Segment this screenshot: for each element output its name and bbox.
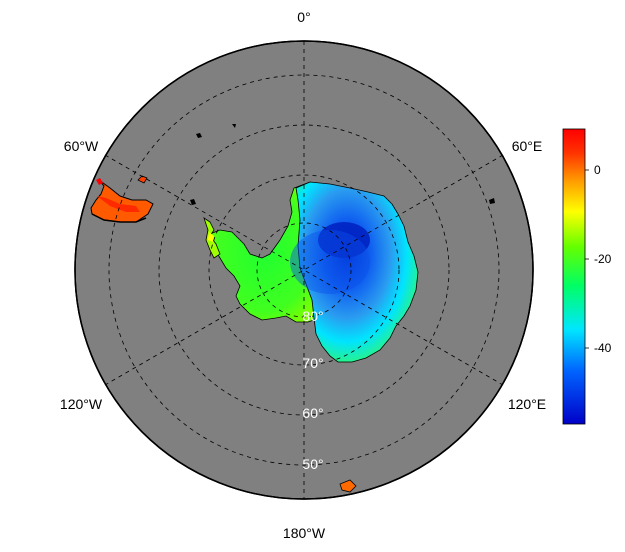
sub-antarctic-island [489, 198, 495, 204]
antarctic-peninsula [208, 232, 214, 242]
colorbar-tick-label: -20 [594, 252, 612, 266]
east-antarctica-landmass [318, 222, 370, 258]
colorbar-ticks [585, 169, 589, 349]
lat-label-50: 50° [302, 456, 323, 472]
lon-label-60w: 60°W [64, 138, 99, 154]
colorbar [562, 128, 586, 425]
lon-label-60e: 60°E [512, 138, 543, 154]
east-antarctica-landmass [290, 230, 370, 294]
south-america-landmass [91, 213, 147, 223]
sub-antarctic-island [232, 124, 236, 128]
south-america-landmass [97, 196, 140, 212]
lon-label-120w: 120°W [60, 396, 103, 412]
lat-label-60: 60° [302, 405, 323, 421]
colorbar-tick-label: 0 [594, 163, 601, 177]
sub-antarctic-island [196, 133, 202, 138]
colorbar-tick-label: -40 [594, 341, 612, 355]
antarctic-peninsula [203, 217, 221, 259]
lat-label-70: 70° [302, 355, 323, 371]
sub-antarctic-island [339, 479, 357, 493]
globe-outline [74, 40, 534, 500]
lon-label-180w: 180°W [283, 525, 326, 541]
antarctic-peninsula [190, 199, 196, 205]
lat-label-80: 80° [302, 308, 323, 324]
lon-label-120e: 120°E [508, 396, 546, 412]
south-america-landmass [137, 175, 148, 184]
lon-label-0: 0° [297, 9, 310, 25]
south-america-landmass [96, 178, 103, 185]
